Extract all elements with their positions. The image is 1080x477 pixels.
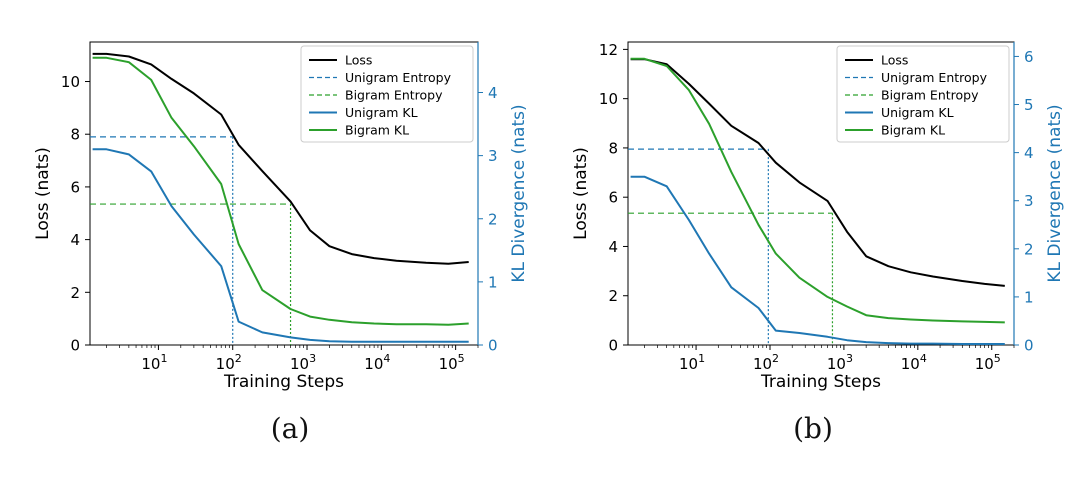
loss-tick-label: 0	[70, 337, 80, 355]
legend-label: Loss	[881, 53, 908, 68]
x-tick-exponent: 3	[309, 352, 316, 365]
x-tick-base: 10	[141, 355, 160, 373]
legend-label: Bigram KL	[881, 123, 945, 138]
chart-panel-a: 0 2 4 6 8 10 0 1 2 3 4 101 102 103 104 105 Training Step…	[33, 41, 529, 392]
x-tick-exponent: 2	[772, 352, 779, 365]
legend-label: Loss	[345, 53, 372, 68]
y2-axis-label: KL Divergence (nats)	[509, 104, 529, 282]
kl-tick-label: 3	[1024, 192, 1034, 210]
legend-label: Bigram Entropy	[345, 88, 443, 103]
x-tick-exponent: 1	[698, 352, 705, 365]
loss-tick-label: 10	[61, 73, 80, 91]
x-tick-label: 102	[216, 352, 242, 373]
series-bigram-kl	[630, 57, 1005, 324]
loss-tick-label: 12	[599, 41, 618, 59]
kl-tick-label: 0	[488, 337, 498, 355]
x-tick-base: 10	[364, 355, 383, 373]
series-unigram-kl	[92, 148, 469, 343]
x-tick-base: 10	[290, 355, 309, 373]
legend-label: Bigram Entropy	[881, 88, 979, 103]
legend-box	[836, 45, 1010, 143]
y-axis-label: Loss (nats)	[33, 147, 53, 240]
loss-tick-label: 4	[70, 231, 80, 249]
kl-tick-label: 2	[1024, 240, 1034, 258]
x-tick-exponent: 5	[994, 352, 1001, 365]
loss-tick-label: 0	[608, 337, 618, 355]
x-tick-label: 102	[753, 352, 779, 373]
loss-tick-label: 6	[70, 178, 80, 196]
x-tick-base: 10	[827, 355, 846, 373]
x-tick-base: 10	[439, 355, 458, 373]
kl-tick-label: 1	[488, 273, 498, 291]
x-tick-base: 10	[216, 355, 235, 373]
legend-label: Unigram KL	[345, 105, 418, 120]
kl-tick-label: 3	[488, 147, 498, 165]
caption-a: (a)	[270, 412, 310, 445]
x-tick-exponent: 3	[846, 352, 853, 365]
x-tick-exponent: 5	[458, 352, 465, 365]
x-tick-label: 101	[679, 352, 705, 373]
loss-tick-label: 2	[608, 287, 618, 305]
series-loss	[92, 52, 469, 265]
x-tick-label: 104	[901, 352, 927, 373]
x-tick-base: 10	[753, 355, 772, 373]
kl-tick-label: 5	[1024, 96, 1034, 114]
legend-label: Bigram KL	[345, 123, 409, 138]
y-axis-label: Loss (nats)	[571, 147, 591, 240]
loss-tick-label: 6	[608, 189, 618, 207]
legend-label: Unigram Entropy	[345, 70, 452, 85]
kl-tick-label: 4	[488, 84, 498, 102]
legend-label: Unigram Entropy	[881, 70, 988, 85]
x-tick-label: 103	[827, 352, 853, 373]
x-tick-label: 103	[290, 352, 316, 373]
chart-panel-b: 0 2 4 6 8 10 12 0 1 2 3 4 5 6 101 102 103 104 105 Training …	[540, 0, 1080, 477]
series-loss	[630, 58, 1005, 287]
series-unigram-kl	[630, 175, 1005, 345]
x-tick-exponent: 2	[235, 352, 242, 365]
loss-tick-label: 4	[608, 238, 618, 256]
x-tick-label: 105	[439, 352, 465, 373]
kl-tick-label: 6	[1024, 48, 1034, 66]
kl-tick-label: 2	[488, 210, 498, 228]
x-tick-exponent: 4	[920, 352, 927, 365]
loss-tick-label: 10	[599, 90, 618, 108]
y2-axis-label: KL Divergence (nats)	[1045, 104, 1065, 282]
x-tick-base: 10	[679, 355, 698, 373]
kl-tick-label: 1	[1024, 288, 1034, 306]
legend-box	[300, 45, 474, 143]
x-axis-label: Training Steps	[760, 372, 881, 392]
x-tick-label: 101	[141, 352, 167, 373]
x-tick-exponent: 1	[160, 352, 167, 365]
kl-tick-label: 0	[1024, 337, 1034, 355]
caption-b: (b)	[793, 412, 833, 445]
x-tick-base: 10	[975, 355, 994, 373]
x-axis-label: Training Steps	[223, 372, 344, 392]
loss-tick-label: 8	[70, 126, 80, 144]
kl-tick-label: 4	[1024, 144, 1034, 162]
x-tick-label: 104	[364, 352, 390, 373]
legend-label: Unigram KL	[881, 105, 954, 120]
x-tick-base: 10	[901, 355, 920, 373]
x-tick-label: 105	[975, 352, 1001, 373]
loss-tick-label: 2	[70, 284, 80, 302]
loss-tick-label: 8	[608, 139, 618, 157]
x-tick-exponent: 4	[383, 352, 390, 365]
series-bigram-kl	[92, 56, 469, 326]
